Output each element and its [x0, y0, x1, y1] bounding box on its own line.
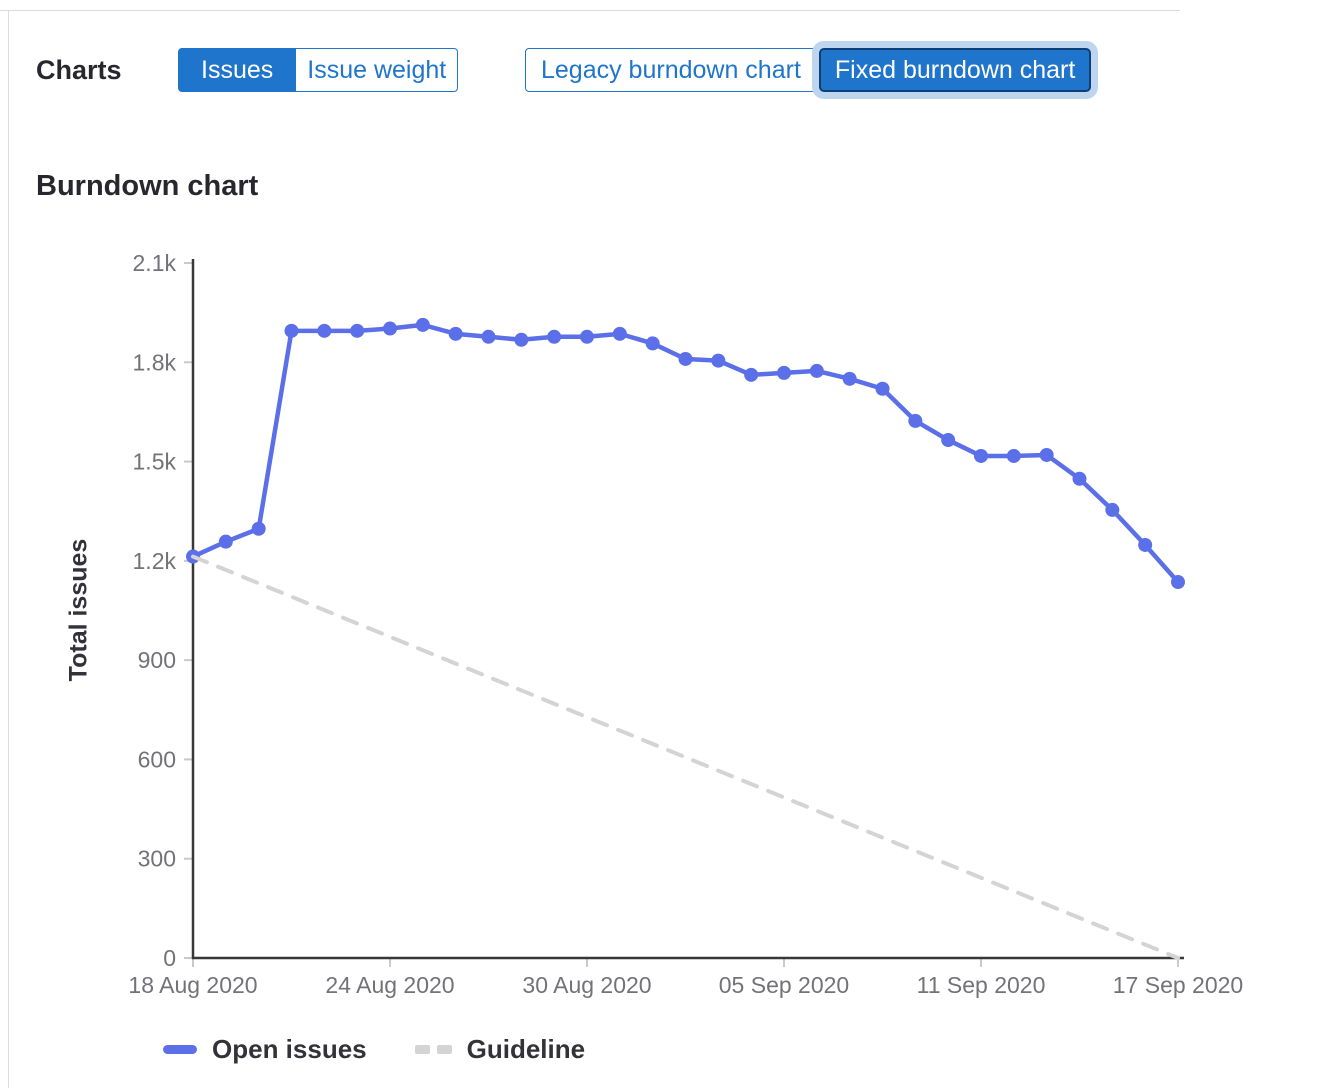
data-point-open-issues[interactable] [218, 534, 233, 549]
data-point-open-issues[interactable] [1105, 502, 1120, 517]
data-point-open-issues[interactable] [777, 365, 791, 380]
y-axis-tick-label: 2.1k [133, 250, 177, 276]
data-point-open-issues[interactable] [251, 521, 266, 536]
left-divider [8, 10, 9, 1088]
legend-item-open-issues[interactable]: Open issues [163, 1034, 367, 1065]
x-axis-tick-label: 30 Aug 2020 [522, 972, 651, 998]
data-point-open-issues[interactable] [711, 353, 726, 368]
data-point-open-issues[interactable] [974, 448, 988, 463]
data-point-open-issues[interactable] [481, 329, 496, 344]
data-point-open-issues[interactable] [908, 413, 923, 428]
issue-weight-toggle-button[interactable]: Issue weight [296, 48, 459, 92]
data-point-open-issues[interactable] [1171, 575, 1185, 590]
data-point-open-issues[interactable] [448, 326, 463, 341]
data-point-open-issues[interactable] [415, 317, 430, 332]
legacy-burndown-chart-button[interactable]: Legacy burndown chart [525, 48, 817, 92]
x-axis-tick-label: 18 Aug 2020 [128, 972, 257, 998]
x-axis-tick-label: 24 Aug 2020 [325, 972, 454, 998]
x-axis-tick-label: 05 Sep 2020 [719, 972, 849, 998]
data-point-open-issues[interactable] [1006, 448, 1021, 463]
data-point-open-issues[interactable] [809, 363, 824, 378]
legend-label-open-issues: Open issues [212, 1034, 367, 1064]
open-issues-line-swatch [163, 1045, 197, 1054]
data-point-open-issues[interactable] [612, 326, 627, 341]
data-point-open-issues[interactable] [547, 329, 562, 344]
y-axis-tick-label: 1.5k [133, 449, 177, 475]
data-point-open-issues[interactable] [1072, 471, 1087, 486]
version-toggle-group: Legacy burndown chart Fixed burndown cha… [525, 48, 1092, 92]
data-point-open-issues[interactable] [350, 323, 365, 338]
data-point-open-issues[interactable] [580, 329, 594, 344]
legend-item-guideline[interactable]: Guideline [414, 1034, 586, 1065]
burndown-chart-title: Burndown chart [36, 170, 259, 202]
data-point-open-issues[interactable] [941, 433, 956, 448]
y-axis-tick-label: 1.2k [133, 548, 177, 574]
top-divider [0, 10, 1180, 11]
data-point-open-issues[interactable] [514, 332, 529, 347]
y-axis-tick-label: 300 [138, 846, 176, 872]
data-point-open-issues[interactable] [284, 323, 299, 338]
fixed-burndown-chart-button[interactable]: Fixed burndown chart [818, 48, 1092, 92]
data-point-open-issues[interactable] [678, 351, 693, 366]
guideline-dash-swatch [414, 1045, 452, 1054]
series-line-guideline [191, 554, 1180, 960]
data-point-open-issues[interactable] [1039, 447, 1054, 462]
y-axis-tick-label: 0 [163, 945, 176, 971]
issues-toggle-button[interactable]: Issues [178, 48, 297, 92]
y-axis-tick-label: 900 [138, 647, 176, 673]
data-point-open-issues[interactable] [1138, 537, 1153, 552]
y-axis-tick-label: 600 [138, 746, 176, 772]
data-point-open-issues[interactable] [875, 381, 890, 396]
charts-label: Charts [36, 55, 122, 85]
data-point-open-issues[interactable] [317, 323, 332, 338]
chart-legend: Open issues Guideline [163, 1034, 585, 1065]
x-axis-tick-label: 11 Sep 2020 [917, 972, 1046, 998]
legend-label-guideline: Guideline [466, 1034, 586, 1064]
data-point-open-issues[interactable] [744, 367, 759, 382]
x-axis-tick-label: 17 Sep 2020 [1113, 972, 1243, 998]
metric-toggle-group: Issues Issue weight [178, 48, 459, 92]
y-axis-tick-label: 1.8k [133, 349, 177, 375]
data-point-open-issues[interactable] [645, 336, 660, 351]
y-axis-title: Total issues [64, 538, 93, 682]
data-point-open-issues[interactable] [842, 371, 857, 386]
data-point-open-issues[interactable] [383, 321, 397, 336]
